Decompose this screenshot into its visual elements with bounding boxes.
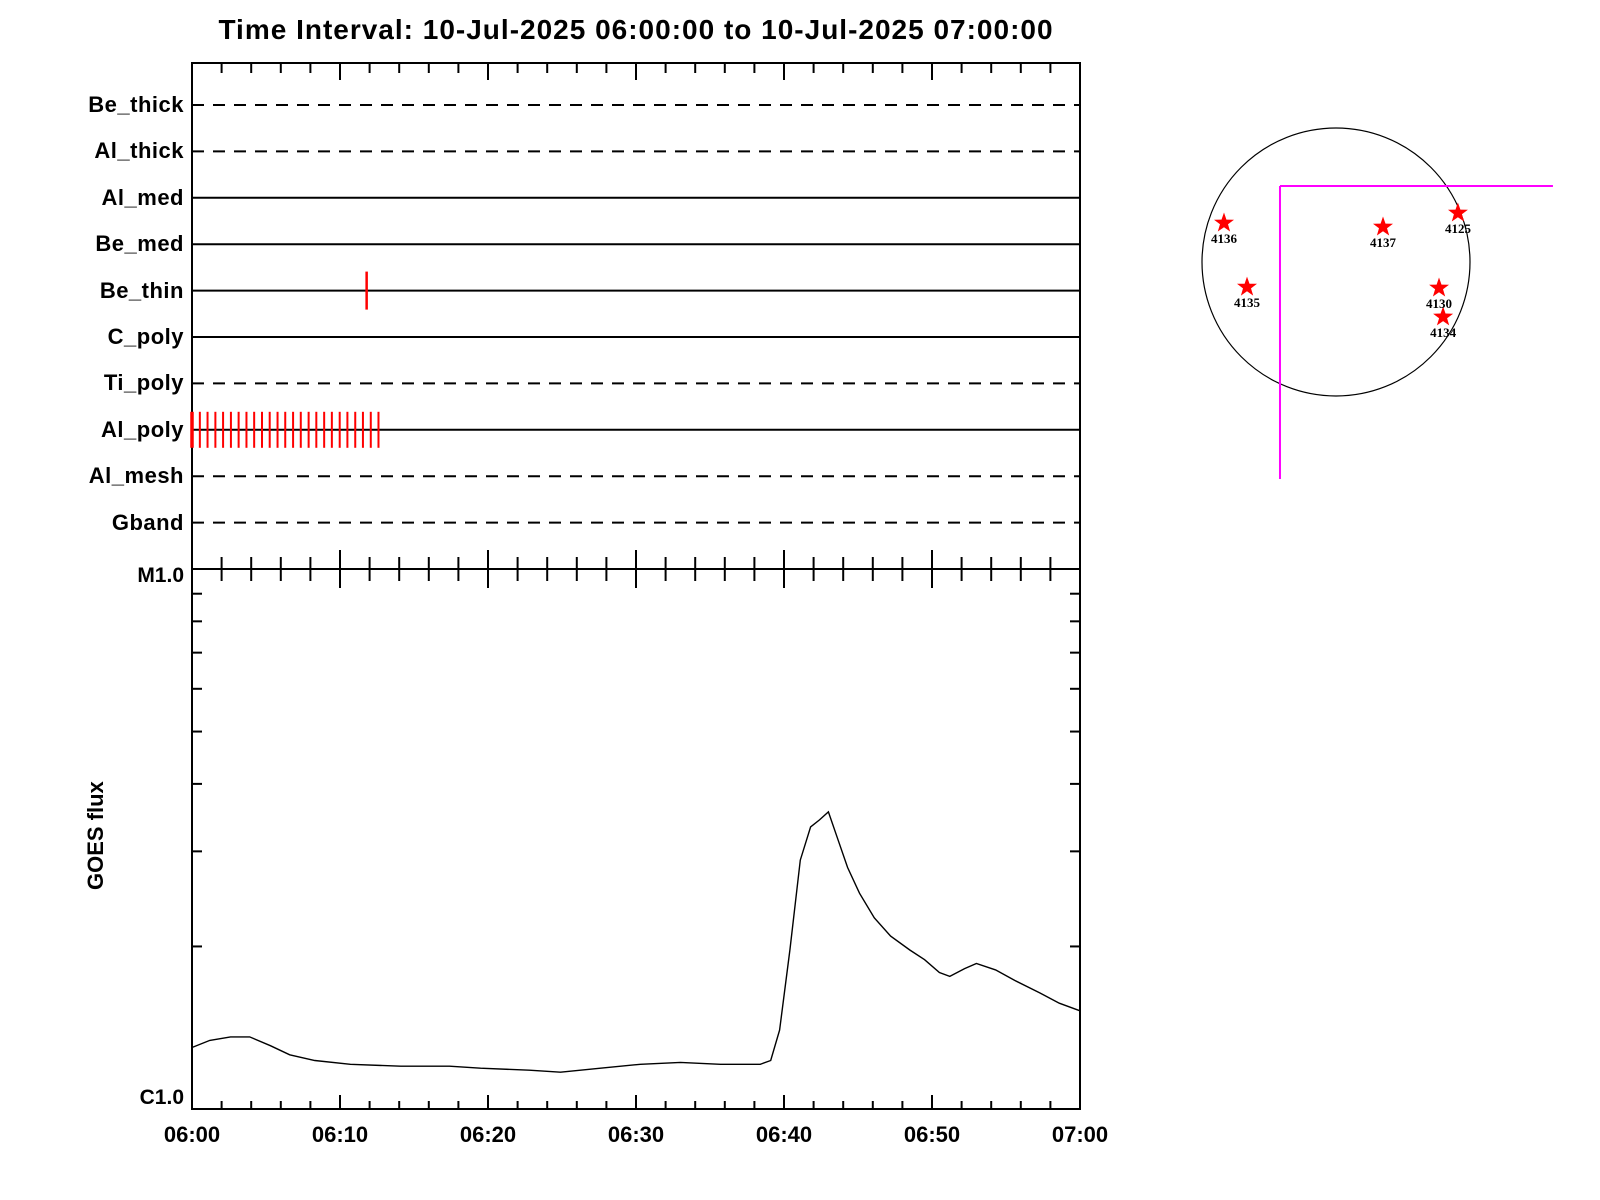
goes-y-bottom-label: C1.0 — [139, 1086, 184, 1109]
active-region-star-4137 — [1373, 216, 1393, 236]
time-tick-label-0610: 06:10 — [311, 1122, 369, 1147]
time-tick-label-0620: 06:20 — [459, 1122, 517, 1147]
filter-label-be-thin: Be_thin — [99, 277, 184, 303]
active-region-star-4136 — [1214, 212, 1234, 232]
active-region-label-4125: 4125 — [1444, 220, 1471, 236]
filter-label-ti-poly: Ti_poly — [103, 370, 184, 396]
plot-title: Time Interval: 10-Jul-2025 06:00:00 to 1… — [218, 14, 1054, 45]
goes-flux-curve — [191, 810, 1081, 1073]
active-region-label-4134: 4134 — [1430, 324, 1457, 340]
active-region-label-4136: 4136 — [1210, 231, 1237, 246]
filter-label-al-thick: Al_thick — [94, 138, 184, 164]
time-tick-label-0630: 06:30 — [607, 1122, 665, 1147]
time-tick-label-0700: 07:00 — [1051, 1122, 1109, 1147]
goes-panel-border — [191, 568, 1081, 1110]
filter-label-c-poly: C_poly — [107, 324, 184, 349]
filter-label-al-med: Al_med — [101, 184, 184, 210]
timeline-panel-border — [191, 62, 1081, 570]
time-tick-label-0600: 06:00 — [163, 1122, 221, 1147]
time-tick-label-0640: 06:40 — [755, 1122, 813, 1147]
active-region-label-4135: 4135 — [1234, 295, 1261, 311]
active-region-star-4134 — [1433, 306, 1454, 326]
active-region-label-4137: 4137 — [1370, 235, 1397, 251]
filter-label-be-thick: Be_thick — [88, 92, 184, 117]
filter-label-be-med: Be_med — [95, 231, 184, 257]
filter-label-gband: Gband — [111, 509, 184, 535]
goes-y-axis-title: GOES flux — [83, 781, 108, 890]
active-region-star-4135 — [1237, 276, 1257, 296]
active-region-star-4125 — [1448, 202, 1468, 222]
active-region-star-4130 — [1429, 277, 1449, 297]
goes-y-top-label: M1.0 — [137, 564, 184, 587]
active-region-label-4130: 4130 — [1426, 295, 1453, 311]
filter-label-al-mesh: Al_mesh — [88, 463, 184, 489]
solar-limb-circle — [1201, 127, 1471, 397]
time-tick-label-0650: 06:50 — [903, 1122, 961, 1147]
filter-label-al-poly: Al_poly — [101, 416, 184, 442]
